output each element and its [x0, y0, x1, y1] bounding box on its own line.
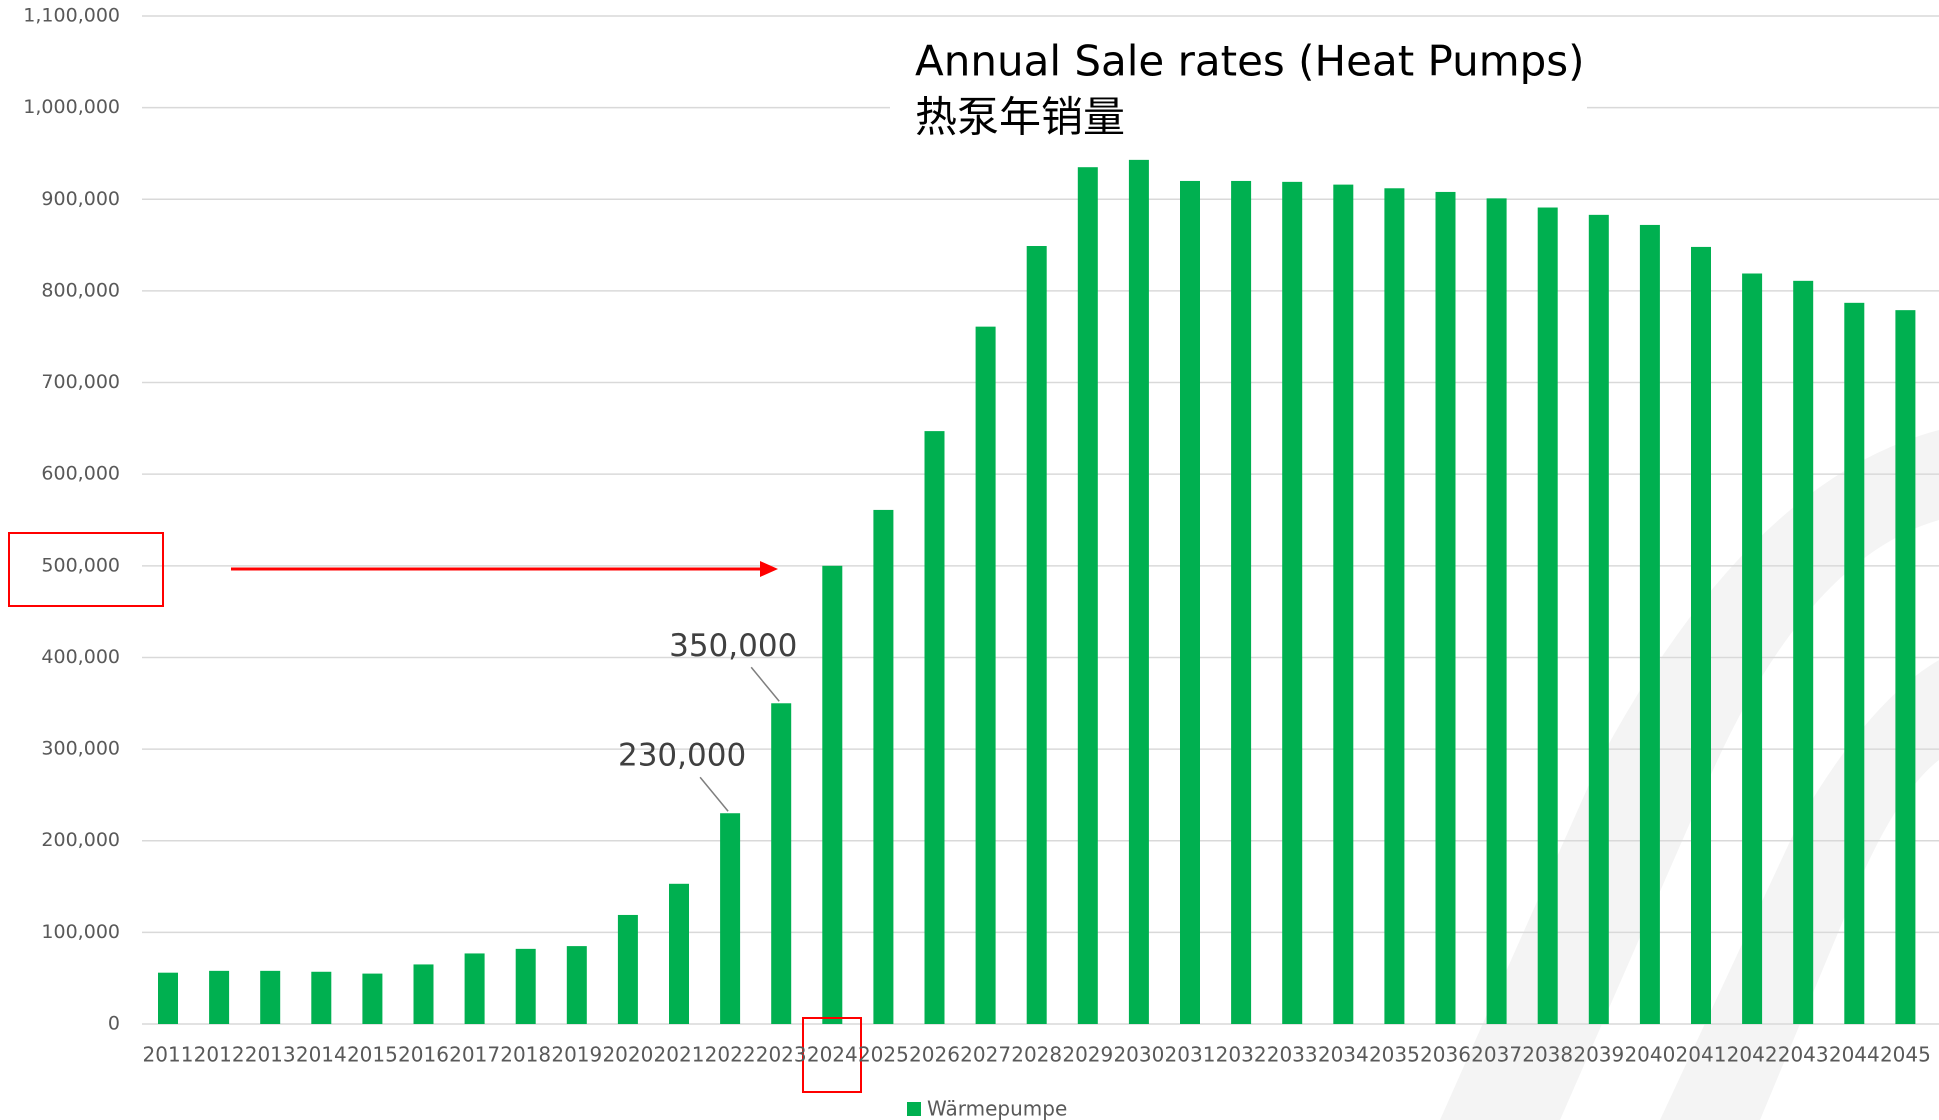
x-tick-label: 2022 [705, 1043, 756, 1067]
bar [1691, 246, 1711, 1024]
bar [260, 970, 281, 1024]
highlight-box [8, 532, 164, 607]
y-tick-label: 300,000 [41, 738, 120, 760]
bar [1588, 214, 1609, 1025]
x-tick-label: 2040 [1624, 1043, 1675, 1067]
y-tick-label: 400,000 [41, 646, 120, 668]
bar [1537, 207, 1558, 1024]
x-tick-label: 2031 [1165, 1043, 1216, 1067]
y-tick-label: 800,000 [41, 279, 120, 301]
bar [1128, 159, 1149, 1025]
x-tick-label: 2032 [1216, 1043, 1267, 1067]
x-tick-label: 2016 [398, 1043, 449, 1067]
bar [1435, 191, 1456, 1024]
x-tick-label: 2035 [1369, 1043, 1420, 1067]
chart-title: Annual Sale rates (Heat Pumps) [915, 37, 1585, 86]
x-tick-label: 2028 [1011, 1043, 1062, 1067]
x-tick-label: 2038 [1522, 1043, 1573, 1067]
bar [975, 326, 996, 1024]
title-background [890, 36, 1587, 144]
arrow-head [760, 561, 778, 577]
x-tick-label: 2025 [858, 1043, 909, 1067]
bar [1077, 167, 1098, 1024]
bar [362, 973, 383, 1024]
highlight-box [802, 1017, 862, 1093]
bar [1639, 224, 1660, 1024]
bar [924, 431, 945, 1024]
x-tick-label: 2024 [807, 1043, 858, 1067]
x-tick-label: 2019 [551, 1043, 602, 1067]
x-tick-label: 2023 [756, 1043, 807, 1067]
x-tick-label: 2039 [1573, 1043, 1624, 1067]
bar [1026, 246, 1047, 1025]
x-tick-label: 2027 [960, 1043, 1011, 1067]
bar [1231, 180, 1252, 1025]
y-tick-label: 100,000 [41, 921, 120, 943]
bar [1180, 180, 1200, 1025]
bar [566, 946, 587, 1024]
bar [822, 565, 843, 1024]
background-decor [1440, 430, 1939, 1120]
x-tick-label: 2037 [1471, 1043, 1522, 1067]
x-tick-label: 2041 [1676, 1043, 1727, 1067]
x-tick-label: 2045 [1880, 1043, 1931, 1067]
x-tick-label: 2015 [347, 1043, 398, 1067]
y-tick-label: 0 [108, 1013, 120, 1035]
y-tick-label: 1,000,000 [23, 96, 120, 118]
bar [413, 964, 434, 1024]
x-tick-label: 2020 [602, 1043, 653, 1067]
data-label: 230,000 [618, 738, 746, 774]
x-tick-label: 2029 [1062, 1043, 1113, 1067]
legend-label: Wärmepumpe [927, 1097, 1067, 1120]
bar [1486, 198, 1507, 1024]
bar [209, 970, 230, 1024]
x-tick-label: 2021 [654, 1043, 705, 1067]
x-tick-label: 2026 [909, 1043, 960, 1067]
y-tick-label: 1,100,000 [23, 5, 120, 27]
chart-subtitle: 热泵年销量 [915, 93, 1125, 142]
bar [311, 971, 332, 1024]
bar [1384, 188, 1405, 1024]
data-label: 350,000 [669, 628, 797, 664]
bar [771, 703, 792, 1024]
bar [1793, 280, 1814, 1024]
bar [873, 509, 894, 1024]
x-tick-label: 2017 [449, 1043, 500, 1067]
annotation-leader [750, 666, 780, 702]
x-tick-label: 2011 [143, 1043, 194, 1067]
x-tick-label: 2036 [1420, 1043, 1471, 1067]
bar [617, 914, 638, 1024]
y-tick-label: 200,000 [41, 829, 120, 851]
bar [1282, 181, 1303, 1024]
y-tick-label: 900,000 [41, 188, 120, 210]
bar [515, 948, 536, 1024]
x-tick-label: 2033 [1267, 1043, 1318, 1067]
x-tick-label: 2012 [194, 1043, 245, 1067]
bar [158, 972, 178, 1024]
bar [669, 883, 689, 1024]
bar [1844, 302, 1865, 1025]
bar [1333, 184, 1354, 1025]
x-tick-label: 2014 [296, 1043, 347, 1067]
x-tick-label: 2043 [1778, 1043, 1829, 1067]
bar [720, 813, 741, 1024]
x-tick-label: 2018 [500, 1043, 551, 1067]
y-tick-label: 600,000 [41, 463, 120, 485]
x-tick-label: 2030 [1113, 1043, 1164, 1067]
x-tick-label: 2044 [1829, 1043, 1880, 1067]
annotation-leader [699, 776, 729, 812]
x-tick-label: 2034 [1318, 1043, 1369, 1067]
x-tick-label: 2042 [1727, 1043, 1778, 1067]
x-tick-label: 2013 [245, 1043, 296, 1067]
bar [1895, 310, 1916, 1025]
bar [464, 953, 485, 1024]
y-tick-label: 700,000 [41, 371, 120, 393]
bar [1742, 273, 1763, 1024]
legend-swatch [907, 1102, 921, 1116]
y-tick-label: 500,000 [41, 554, 120, 576]
